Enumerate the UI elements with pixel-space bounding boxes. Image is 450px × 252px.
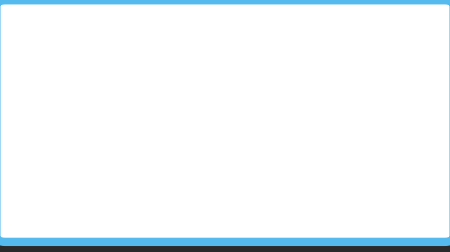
Text: 1.: 1.	[18, 67, 32, 80]
Text: Every prime number is odd.: Every prime number is odd.	[50, 137, 257, 150]
Text: False: False	[317, 102, 370, 115]
Text: False: False	[358, 67, 410, 80]
Text: Through any three points there is exactly one plane
      containing them.: Through any three points there is exactl…	[50, 183, 439, 211]
Text: 2.: 2.	[18, 102, 32, 115]
Text: 4.: 4.	[18, 183, 32, 196]
Text: Warm Up: Warm Up	[182, 13, 268, 30]
Text: 3.: 3.	[18, 137, 32, 150]
Text: All perfect-square real numbers are positive.: All perfect-square real numbers are posi…	[50, 102, 388, 115]
Text: The measure of an obtuse angle is less than 90°.: The measure of an obtuse angle is less t…	[50, 67, 416, 80]
Text: Determine if each statement is true or false.: Determine if each statement is true or f…	[18, 37, 353, 49]
Text: False – counterexample?: False – counterexample?	[223, 137, 425, 150]
Text: False – counterexample?: False – counterexample?	[99, 218, 302, 231]
